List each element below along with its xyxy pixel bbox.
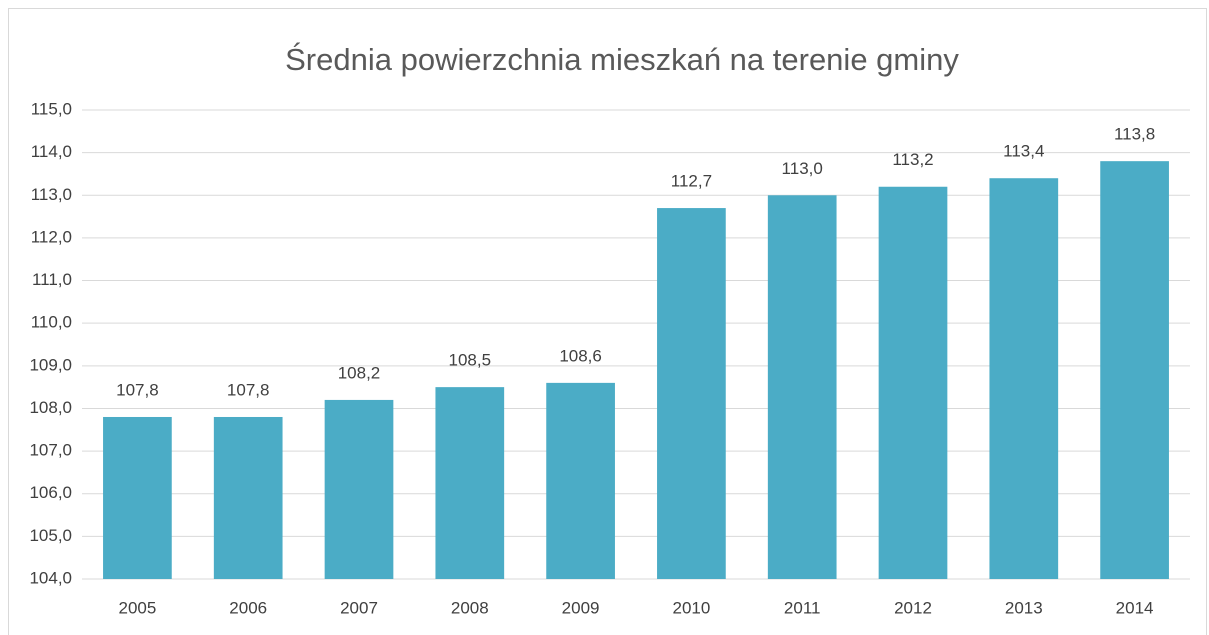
- y-tick-label: 104,0: [29, 568, 72, 587]
- bar: [435, 387, 505, 579]
- y-tick-label: 108,0: [29, 398, 72, 417]
- y-tick-label: 109,0: [29, 355, 72, 374]
- y-tick-label: 115,0: [31, 99, 72, 118]
- data-label: 113,2: [892, 150, 933, 169]
- x-tick-label: 2014: [1116, 598, 1154, 617]
- y-tick-label: 114,0: [31, 142, 72, 161]
- x-tick-label: 2006: [229, 598, 267, 617]
- bar: [546, 382, 615, 579]
- data-label: 113,8: [1114, 125, 1155, 144]
- data-label: 113,0: [782, 159, 823, 178]
- bar: [878, 186, 948, 579]
- x-tick-label: 2010: [672, 598, 710, 617]
- bar: [989, 178, 1059, 579]
- x-tick-label: 2012: [894, 598, 932, 617]
- x-tick-label: 2011: [784, 598, 821, 617]
- data-label: 108,5: [449, 351, 492, 370]
- chart-title: Średnia powierzchnia mieszkań na terenie…: [285, 41, 959, 77]
- data-label: 112,7: [671, 172, 712, 191]
- bar: [657, 208, 726, 579]
- x-tick-label: 2008: [451, 598, 489, 617]
- y-tick-label: 112,0: [31, 227, 72, 246]
- bar: [324, 399, 394, 579]
- bar: [103, 416, 172, 579]
- x-tick-label: 2005: [118, 598, 156, 617]
- bar: [213, 416, 283, 579]
- x-tick-label: 2007: [340, 598, 378, 617]
- y-tick-label: 110,0: [31, 313, 72, 332]
- data-label: 113,4: [1003, 142, 1044, 161]
- data-label: 107,8: [227, 380, 270, 399]
- x-tick-label: 2009: [562, 598, 600, 617]
- x-tick-label: 2013: [1005, 598, 1043, 617]
- bar: [1100, 161, 1169, 579]
- y-tick-label: 107,0: [29, 441, 72, 460]
- data-label: 107,8: [116, 380, 159, 399]
- data-label: 108,6: [559, 346, 602, 365]
- y-tick-label: 111,0: [32, 270, 72, 289]
- bar: [767, 195, 837, 580]
- y-tick-label: 113,0: [31, 185, 72, 204]
- y-tick-label: 106,0: [29, 483, 72, 502]
- y-tick-label: 105,0: [29, 526, 72, 545]
- data-label: 108,2: [338, 363, 381, 382]
